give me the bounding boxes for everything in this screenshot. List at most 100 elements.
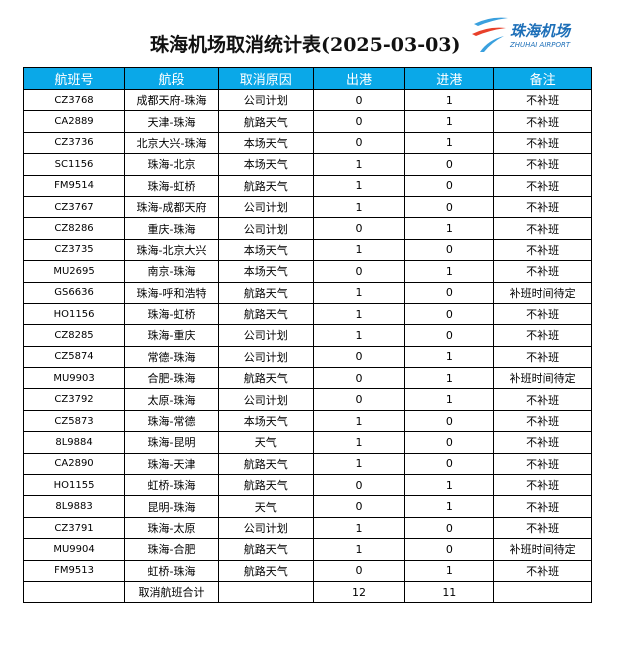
cell-route: 太原-珠海 (124, 388, 219, 411)
cell-flight-number: HO1155 (22, 474, 126, 497)
cell-arrivals: 1 (404, 88, 495, 112)
cell-route: 成都天府-珠海 (124, 88, 219, 112)
cell-cancel-reason: 公司计划 (217, 195, 314, 219)
cell-arrivals: 0 (404, 516, 495, 540)
cell-arrivals: 0 (404, 409, 495, 433)
table-header: 航班号 航段 取消原因 出港 进港 备注 (22, 67, 592, 90)
cell-cancel-reason: 公司计划 (217, 516, 314, 540)
table-row: CZ5874 常德-珠海 公司计划 0 1 不补班 (22, 345, 592, 369)
cell-remarks: 补班时间待定 (493, 538, 592, 561)
cell-cancel-reason: 航路天气 (217, 559, 314, 582)
cell-remarks: 不补班 (493, 474, 592, 497)
table-row: FM9514 珠海-虹桥 航路天气 1 0 不补班 (22, 174, 592, 197)
cell-remarks: 不补班 (493, 260, 592, 283)
cancellation-table: 航班号 航段 取消原因 出港 进港 备注 CZ3768 成都天府-珠海 公司计划 0 1 不补班 CA… (22, 67, 592, 604)
cell-route: 昆明-珠海 (124, 495, 219, 518)
cell-cancel-reason: 航路天气 (217, 474, 314, 497)
cell-route: 珠海-北京大兴 (124, 238, 219, 262)
table-row: CZ3767 珠海-成都天府 公司计划 1 0 不补班 (22, 195, 592, 219)
cell-route: 珠海-北京 (124, 153, 219, 176)
cell-departures: 1 (312, 153, 406, 176)
cell-remarks: 不补班 (493, 516, 592, 540)
table-row: 8L9884 珠海-昆明 天气 1 0 不补班 (22, 431, 592, 454)
cell-departures: 1 (312, 516, 406, 540)
cell-arrivals: 1 (404, 495, 495, 518)
cell-route: 虹桥-珠海 (124, 559, 219, 582)
logo-swoosh-icon (472, 17, 508, 52)
cell-route: 珠海-呼和浩特 (124, 281, 219, 304)
total-flight-number (22, 580, 126, 604)
table-row: CZ3792 太原-珠海 公司计划 0 1 不补班 (22, 388, 592, 411)
cell-route: 珠海-常德 (124, 409, 219, 433)
cell-flight-number: HO1156 (22, 302, 126, 326)
cell-cancel-reason: 本场天气 (217, 260, 314, 283)
cell-remarks: 补班时间待定 (493, 281, 592, 304)
cell-route: 合肥-珠海 (124, 367, 219, 390)
cell-remarks: 不补班 (493, 174, 592, 197)
cell-departures: 0 (312, 260, 406, 283)
cell-arrivals: 0 (404, 302, 495, 326)
table-row: CZ5873 珠海-常德 本场天气 1 0 不补班 (22, 409, 592, 433)
cell-cancel-reason: 航路天气 (217, 367, 314, 390)
cell-flight-number: CA2889 (22, 110, 126, 133)
table-row: CA2890 珠海-天津 航路天气 1 0 不补班 (22, 452, 592, 476)
zhuhai-airport-logo: 珠海机场 ZHUHAI AIRPORT (466, 14, 586, 54)
cell-cancel-reason: 航路天气 (217, 110, 314, 133)
cell-departures: 1 (312, 431, 406, 454)
cell-remarks: 不补班 (493, 217, 592, 240)
table-row: CZ8286 重庆-珠海 公司计划 0 1 不补班 (22, 217, 592, 240)
cell-departures: 1 (312, 409, 406, 433)
table-row: FM9513 虹桥-珠海 航路天气 0 1 不补班 (22, 559, 592, 582)
cell-departures: 0 (312, 217, 406, 240)
cell-departures: 1 (312, 281, 406, 304)
cell-cancel-reason: 本场天气 (217, 153, 314, 176)
cell-arrivals: 0 (404, 538, 495, 561)
cell-remarks: 补班时间待定 (493, 367, 592, 390)
table-row: HO1155 虹桥-珠海 航路天气 0 1 不补班 (22, 474, 592, 497)
header-remarks: 备注 (493, 67, 592, 90)
cell-flight-number: CZ3792 (22, 388, 126, 411)
cell-departures: 1 (312, 174, 406, 197)
cell-remarks: 不补班 (493, 195, 592, 219)
cell-route: 天津-珠海 (124, 110, 219, 133)
cell-cancel-reason: 公司计划 (217, 324, 314, 347)
total-row: 取消航班合计 12 11 (22, 580, 592, 604)
cell-flight-number: SC1156 (22, 153, 126, 176)
cell-remarks: 不补班 (493, 388, 592, 411)
cell-route: 南京-珠海 (124, 260, 219, 283)
cell-cancel-reason: 公司计划 (217, 88, 314, 112)
cell-cancel-reason: 航路天气 (217, 538, 314, 561)
cell-departures: 0 (312, 559, 406, 582)
cell-remarks: 不补班 (493, 238, 592, 262)
header-cancel-reason: 取消原因 (217, 67, 314, 90)
table-row: HO1156 珠海-虹桥 航路天气 1 0 不补班 (22, 302, 592, 326)
table-row: CA2889 天津-珠海 航路天气 0 1 不补班 (22, 110, 592, 133)
cell-route: 珠海-虹桥 (124, 302, 219, 326)
cell-flight-number: CZ5873 (22, 409, 126, 433)
cell-arrivals: 1 (404, 110, 495, 133)
cell-flight-number: CZ8285 (22, 324, 126, 347)
cell-arrivals: 1 (404, 217, 495, 240)
header-route: 航段 (124, 67, 219, 90)
table-row: CZ3736 北京大兴-珠海 本场天气 0 1 不补班 (22, 131, 592, 155)
cell-flight-number: MU2695 (22, 260, 126, 283)
cell-flight-number: 8L9883 (22, 495, 126, 518)
cell-arrivals: 1 (404, 474, 495, 497)
cell-remarks: 不补班 (493, 559, 592, 582)
cell-cancel-reason: 航路天气 (217, 174, 314, 197)
cell-flight-number: MU9903 (22, 367, 126, 390)
cell-remarks: 不补班 (493, 153, 592, 176)
cell-route: 珠海-天津 (124, 452, 219, 476)
cell-departures: 1 (312, 538, 406, 561)
cell-route: 珠海-合肥 (124, 538, 219, 561)
cell-route: 珠海-虹桥 (124, 174, 219, 197)
table-row: MU9903 合肥-珠海 航路天气 0 1 补班时间待定 (22, 367, 592, 390)
cell-flight-number: MU9904 (22, 538, 126, 561)
cell-arrivals: 0 (404, 431, 495, 454)
cell-remarks: 不补班 (493, 431, 592, 454)
cell-cancel-reason: 航路天气 (217, 452, 314, 476)
cell-route: 珠海-重庆 (124, 324, 219, 347)
page-title: 珠海机场取消统计表(2025-03-03) (150, 34, 461, 56)
cell-route: 珠海-昆明 (124, 431, 219, 454)
total-arrivals: 11 (404, 580, 495, 604)
